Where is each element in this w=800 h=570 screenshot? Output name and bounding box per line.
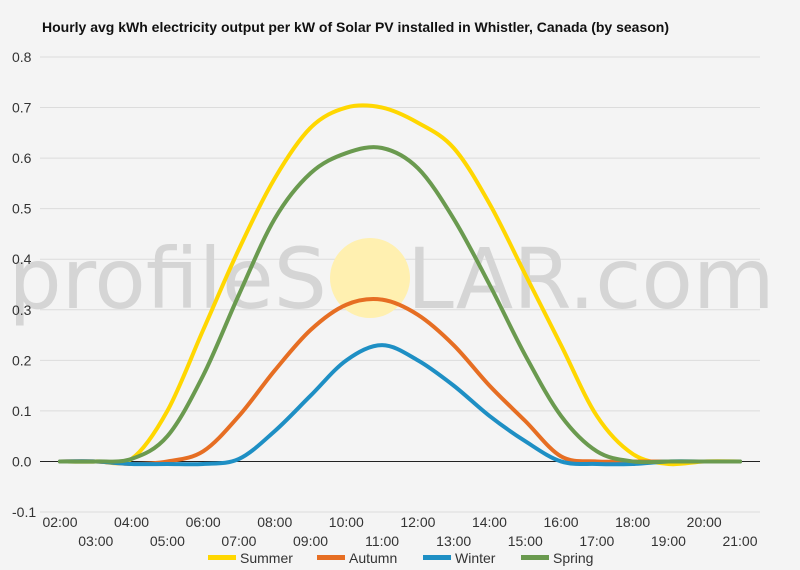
legend-swatch xyxy=(317,555,345,560)
legend-swatch xyxy=(208,555,236,560)
legend-label: Spring xyxy=(553,550,593,566)
series-line-winter xyxy=(58,343,742,467)
watermark-text-left: profileS xyxy=(8,230,327,328)
watermark-sun-icon xyxy=(330,238,410,318)
legend-item-spring[interactable]: Spring xyxy=(521,550,593,566)
x-tick-label: 08:00 xyxy=(257,514,292,530)
y-tick-label: 0.4 xyxy=(12,251,32,267)
x-tick-label: 06:00 xyxy=(186,514,221,530)
y-tick-label: 0.1 xyxy=(12,403,32,419)
x-tick-label: 13:00 xyxy=(436,533,471,549)
y-tick-label: 0.7 xyxy=(12,100,32,116)
y-tick-label: 0.5 xyxy=(12,201,32,217)
x-tick-label: 16:00 xyxy=(544,514,579,530)
series-lines xyxy=(58,103,742,467)
x-tick-label: 09:00 xyxy=(293,533,328,549)
series-line-spring xyxy=(58,145,742,465)
y-axis-tick-labels: -0.1 0.0 0.1 0.2 0.3 0.4 0.5 0.6 0.7 0.8 xyxy=(12,49,36,520)
x-tick-label: 19:00 xyxy=(651,533,686,549)
x-tick-label: 20:00 xyxy=(687,514,722,530)
legend-label: Autumn xyxy=(349,550,397,566)
legend-label: Summer xyxy=(240,550,293,566)
x-tick-label: 05:00 xyxy=(150,533,185,549)
x-tick-label: 10:00 xyxy=(329,514,364,530)
x-tick-label: 14:00 xyxy=(472,514,507,530)
legend-item-winter[interactable]: Winter xyxy=(423,550,496,566)
profilesolar-watermark: profileS LAR.com xyxy=(8,230,774,328)
y-tick-label: 0.8 xyxy=(12,49,32,65)
x-tick-label: 12:00 xyxy=(400,514,435,530)
x-tick-label: 04:00 xyxy=(114,514,149,530)
x-tick-label: 15:00 xyxy=(508,533,543,549)
x-axis-tick-labels: 02:0003:0004:0005:0006:0007:0008:0009:00… xyxy=(42,514,757,549)
watermark-text-right: LAR.com xyxy=(407,230,775,328)
x-tick-label: 21:00 xyxy=(722,533,757,549)
y-tick-label: 0.2 xyxy=(12,352,32,368)
y-tick-label: 0.0 xyxy=(12,453,32,469)
x-tick-label: 18:00 xyxy=(615,514,650,530)
series-line-summer xyxy=(58,103,742,467)
legend-swatch xyxy=(521,555,549,560)
y-tick-label: 0.6 xyxy=(12,150,32,166)
x-tick-label: 11:00 xyxy=(365,533,399,549)
y-tick-label: -0.1 xyxy=(12,504,36,520)
legend-label: Winter xyxy=(455,550,496,566)
legend-item-autumn[interactable]: Autumn xyxy=(317,550,397,566)
legend: Summer Autumn Winter Spring xyxy=(208,550,593,566)
x-tick-label: 02:00 xyxy=(42,514,77,530)
y-tick-label: 0.3 xyxy=(12,302,32,318)
x-tick-label: 07:00 xyxy=(221,533,256,549)
legend-swatch xyxy=(423,555,451,560)
legend-item-summer[interactable]: Summer xyxy=(208,550,293,566)
chart-title: Hourly avg kWh electricity output per kW… xyxy=(42,19,670,35)
x-tick-label: 17:00 xyxy=(579,533,614,549)
x-tick-label: 03:00 xyxy=(78,533,113,549)
